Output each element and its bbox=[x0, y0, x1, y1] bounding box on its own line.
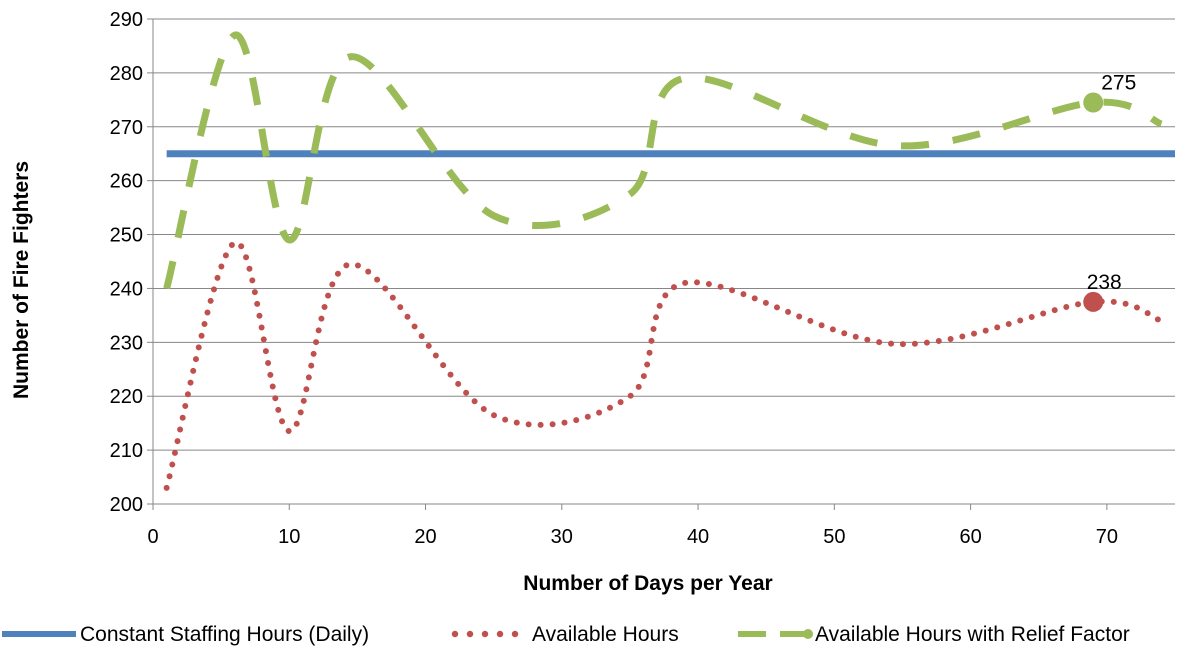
y-tick-label: 280 bbox=[110, 63, 143, 85]
legend: Constant Staffing Hours (Daily) Availabl… bbox=[2, 623, 1130, 646]
highlight-marker bbox=[1083, 92, 1104, 113]
x-axis-title: Number of Days per Year bbox=[523, 572, 772, 595]
x-tick-label: 40 bbox=[687, 526, 709, 548]
legend-label-relief-factor: Available Hours with Relief Factor bbox=[815, 623, 1130, 646]
x-tick-label: 0 bbox=[147, 526, 158, 548]
legend-label-constant-staffing: Constant Staffing Hours (Daily) bbox=[80, 623, 369, 646]
y-tick-label: 290 bbox=[110, 9, 143, 31]
y-tick-label: 220 bbox=[110, 386, 143, 408]
x-tick-label: 60 bbox=[959, 526, 981, 548]
y-tick-label: 240 bbox=[110, 278, 143, 300]
x-tick-label: 10 bbox=[278, 526, 300, 548]
x-tick-label: 20 bbox=[414, 526, 436, 548]
y-tick-label: 200 bbox=[110, 494, 143, 516]
point-markers: 275 238 bbox=[1083, 72, 1136, 312]
y-tick-label: 230 bbox=[110, 332, 143, 354]
x-tick-label: 30 bbox=[551, 526, 573, 548]
axes bbox=[147, 18, 1175, 510]
legend-label-available-hours: Available Hours bbox=[532, 623, 679, 646]
series-relief-factor bbox=[163, 31, 1163, 290]
y-tick-label: 210 bbox=[110, 440, 143, 462]
legend-swatch-available-hours bbox=[451, 630, 519, 638]
grid-lines bbox=[153, 18, 1175, 451]
y-tick-label: 260 bbox=[110, 171, 143, 193]
data-label: 238 bbox=[1087, 271, 1122, 294]
tick-labels: 200 210 220 230 240 250 260 270 280 290 0 10 20 30 40 5… bbox=[110, 9, 1118, 548]
y-axis-title: Number of Fire Fighters bbox=[10, 161, 33, 399]
x-tick-label: 70 bbox=[1096, 526, 1118, 548]
highlight-marker bbox=[1083, 291, 1104, 312]
data-label: 275 bbox=[1101, 72, 1136, 95]
legend-swatch-relief-factor bbox=[738, 629, 813, 639]
series-available-hours bbox=[163, 239, 1165, 491]
y-tick-label: 270 bbox=[110, 117, 143, 139]
y-tick-label: 250 bbox=[110, 225, 143, 247]
series-lines bbox=[163, 31, 1175, 491]
x-tick-label: 50 bbox=[823, 526, 845, 548]
